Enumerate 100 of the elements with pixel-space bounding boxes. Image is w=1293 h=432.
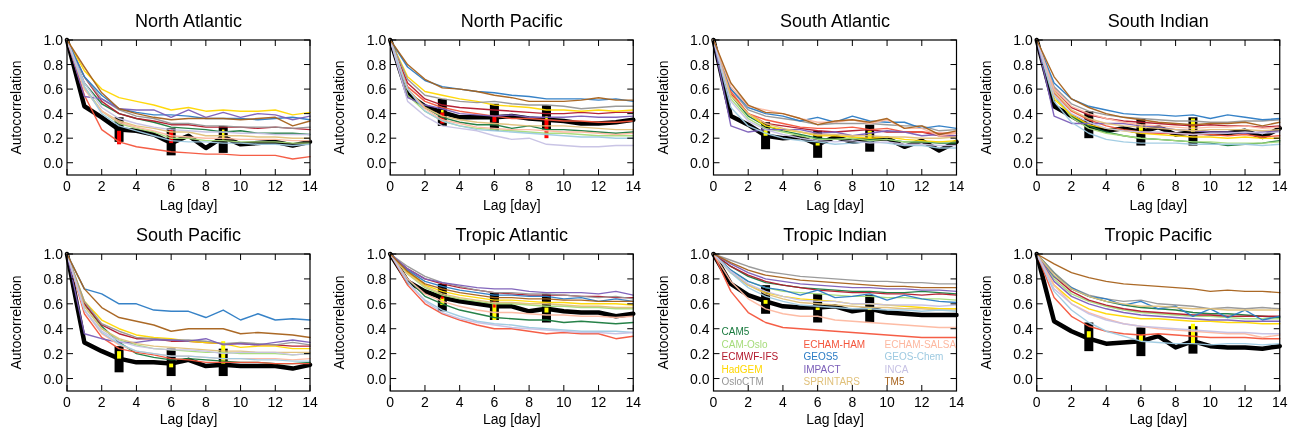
x-tick-label: 14 xyxy=(625,178,642,194)
x-axis-title: Lag [day] xyxy=(806,197,864,213)
y-tick-label: 0.8 xyxy=(690,270,710,287)
text: GEOS5 xyxy=(803,351,839,362)
x-axis-title: Lag [day] xyxy=(806,411,864,427)
x-tick-label: 2 xyxy=(97,178,106,194)
x-tick-label: 6 xyxy=(813,394,822,410)
x-tick-label: 2 xyxy=(744,394,753,410)
x-tick-label: 8 xyxy=(1171,394,1180,410)
y-tick-label: 0.8 xyxy=(43,56,64,73)
y-tick-label: 0.8 xyxy=(43,270,64,287)
y-tick-label: 1.0 xyxy=(43,246,64,262)
y-tick-label: 0.4 xyxy=(1013,320,1033,337)
y-tick-label: 0.2 xyxy=(43,130,64,147)
y-tick-label: 0.0 xyxy=(366,370,387,387)
x-tick-label: 10 xyxy=(232,178,249,194)
x-tick-label: 4 xyxy=(455,178,464,194)
y-tick-label: 1.0 xyxy=(366,246,387,262)
x-tick-label: 12 xyxy=(914,178,930,194)
y-tick-label: 0.6 xyxy=(690,81,710,98)
y-tick-label: 1.0 xyxy=(1013,246,1033,262)
x-axis-title: Lag [day] xyxy=(1129,197,1188,213)
chart-title: South Indian xyxy=(1107,11,1209,31)
x-tick-label: 14 xyxy=(302,394,318,410)
y-tick-label: 0.0 xyxy=(690,154,710,171)
y-tick-label: 0.4 xyxy=(366,105,387,122)
x-tick-label: 2 xyxy=(97,394,106,410)
x-tick-label: 0 xyxy=(709,394,718,410)
y-tick-label: 0.6 xyxy=(43,81,64,98)
y-tick-label: 0.8 xyxy=(366,270,387,287)
x-tick-label: 0 xyxy=(1032,178,1041,194)
y-axis-title: Autocorrelation xyxy=(8,60,24,155)
y-tick-label: 1.0 xyxy=(690,246,710,262)
x-tick-label: 12 xyxy=(1237,394,1254,410)
x-tick-label: 2 xyxy=(1067,394,1076,410)
x-tick-label: 14 xyxy=(1271,178,1288,194)
x-tick-label: 2 xyxy=(421,394,430,410)
x-tick-label: 10 xyxy=(1202,394,1219,410)
x-tick-label: 2 xyxy=(1067,178,1076,194)
x-tick-label: 10 xyxy=(879,178,896,194)
y-axis-title: Autocorrelation xyxy=(331,275,348,370)
x-tick-label: 4 xyxy=(132,178,141,194)
y-tick-label: 0.4 xyxy=(366,320,387,337)
x-tick-label: 14 xyxy=(948,394,965,410)
y-tick-label: 0.0 xyxy=(366,154,387,171)
y-axis-title: Autocorrelation xyxy=(331,60,348,155)
x-tick-label: 8 xyxy=(201,178,210,194)
chart-title: North Atlantic xyxy=(134,11,243,31)
y-tick-label: 0.0 xyxy=(1013,154,1033,171)
series-label: ECHAM-SALSA xyxy=(884,338,957,350)
x-tick-label: 8 xyxy=(1171,178,1180,194)
x-axis-title: Lag [day] xyxy=(159,411,218,427)
x-tick-label: 6 xyxy=(490,394,499,410)
x-tick-label: 2 xyxy=(421,178,430,194)
x-tick-label: 10 xyxy=(879,394,896,410)
text: OsloCTM xyxy=(721,376,764,387)
x-tick-label: 2 xyxy=(744,178,753,194)
y-tick-label: 0.2 xyxy=(43,345,64,362)
x-tick-label: 8 xyxy=(525,394,534,410)
x-tick-label: 12 xyxy=(914,394,930,410)
x-tick-label: 12 xyxy=(267,178,284,194)
y-tick-label: 0.8 xyxy=(1013,270,1033,287)
x-tick-label: 4 xyxy=(1102,394,1111,410)
x-tick-label: 14 xyxy=(1271,394,1288,410)
x-tick-label: 0 xyxy=(386,178,395,194)
chart-title: Tropic Atlantic xyxy=(455,225,568,245)
chart-title: Tropic Pacific xyxy=(1104,225,1212,245)
x-tick-label: 12 xyxy=(590,178,607,194)
x-tick-label: 8 xyxy=(848,394,857,410)
y-tick-label: 0.6 xyxy=(366,81,387,98)
x-tick-label: 10 xyxy=(556,178,572,194)
x-tick-label: 0 xyxy=(63,394,72,410)
y-tick-label: 1.0 xyxy=(366,32,387,48)
y-tick-label: 0.0 xyxy=(43,370,64,387)
text: GEOS-Chem xyxy=(884,351,944,362)
y-axis-title: Autocorrelation xyxy=(977,60,994,155)
x-axis-title: Lag [day] xyxy=(482,197,541,213)
x-tick-label: 4 xyxy=(132,394,141,410)
x-tick-label: 4 xyxy=(779,178,788,194)
x-tick-label: 6 xyxy=(1136,394,1145,410)
text: TM5 xyxy=(884,376,905,387)
text: SPRINTARS xyxy=(803,376,861,387)
x-tick-label: 8 xyxy=(848,178,857,194)
x-tick-label: 14 xyxy=(948,178,965,194)
y-axis-title: Autocorrelation xyxy=(8,275,24,370)
x-tick-label: 8 xyxy=(525,178,534,194)
chart-title: North Pacific xyxy=(460,11,563,31)
text: HadGEM xyxy=(721,363,763,375)
x-tick-label: 12 xyxy=(590,394,607,410)
x-tick-label: 14 xyxy=(625,394,642,410)
y-tick-label: 0.2 xyxy=(690,130,710,147)
series-label: ECHAM-HAM xyxy=(803,338,866,350)
y-tick-label: 0.2 xyxy=(1013,345,1033,362)
x-axis-title: Lag [day] xyxy=(482,411,541,427)
y-tick-label: 0.8 xyxy=(690,56,710,73)
y-axis-title: Autocorrelation xyxy=(654,60,671,155)
x-tick-label: 4 xyxy=(779,394,788,410)
text: INCA xyxy=(884,363,909,375)
x-tick-label: 0 xyxy=(63,178,72,194)
y-tick-label: 0.2 xyxy=(1013,130,1033,147)
